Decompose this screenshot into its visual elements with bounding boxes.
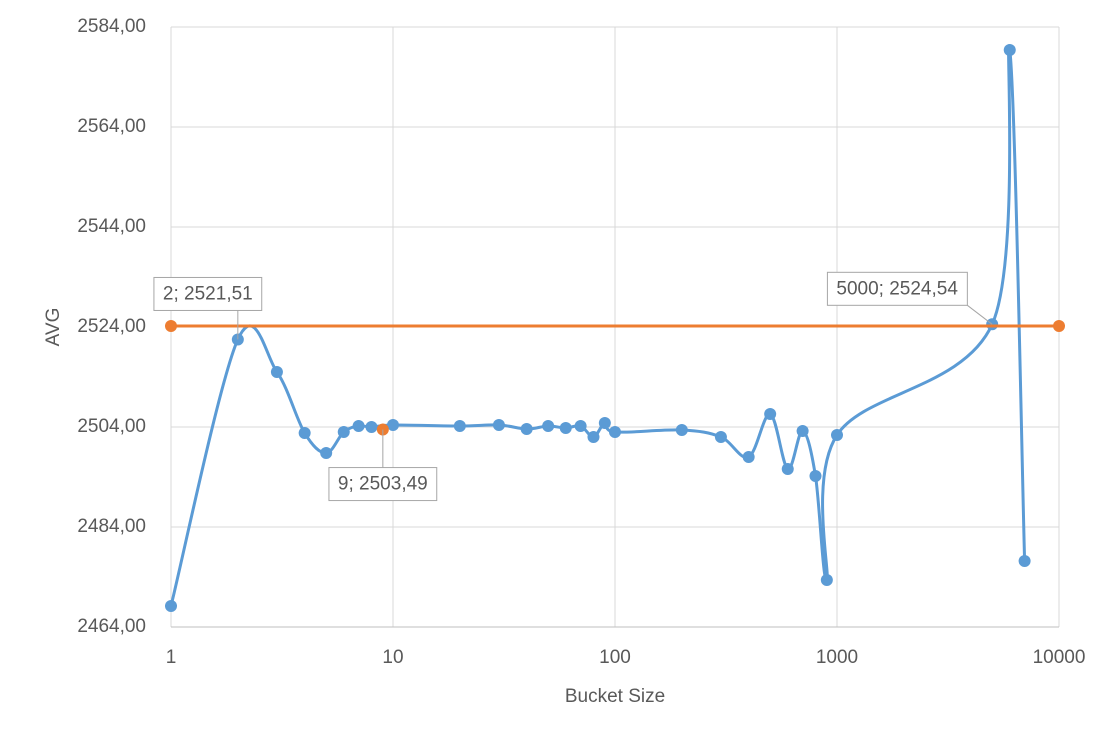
y-tick-label: 2584,00 [77, 16, 146, 37]
data-point [165, 600, 177, 612]
data-point [387, 419, 399, 431]
y-tick-label: 2504,00 [77, 416, 146, 437]
data-point [165, 320, 177, 332]
data-point [270, 366, 283, 378]
data-point [1053, 320, 1065, 332]
data-point [1003, 44, 1016, 56]
data-point [587, 431, 600, 443]
callout-text: 5000; 2524,54 [836, 278, 958, 299]
y-tick-label: 2564,00 [77, 116, 146, 137]
data-point [742, 451, 755, 463]
data-point [352, 420, 365, 432]
y-tick-label: 2464,00 [77, 616, 146, 637]
x-tick-label: 10000 [1033, 647, 1086, 668]
y-tick-label: 2524,00 [77, 316, 146, 337]
data-point [831, 429, 843, 441]
data-point [559, 422, 572, 434]
data-point [365, 421, 378, 433]
y-tick-label: 2484,00 [77, 516, 146, 537]
data-point [574, 420, 587, 432]
callout-box [328, 467, 438, 502]
callout-leader [967, 304, 993, 325]
data-point [492, 419, 505, 431]
callout-box [153, 276, 263, 311]
data-point [320, 447, 333, 459]
data-point [809, 470, 822, 482]
x-tick-label: 100 [599, 647, 631, 668]
data-point [781, 463, 794, 475]
data-point [764, 408, 777, 420]
data-point [820, 574, 833, 586]
data-point [520, 423, 533, 435]
data-point [542, 420, 555, 432]
callout-text: 9; 2503,49 [338, 474, 428, 495]
x-axis-label: Bucket Size [565, 686, 665, 707]
x-tick-label: 1 [166, 647, 177, 668]
data-point [1018, 555, 1031, 567]
data-callout: 5000; 2524,54 [826, 271, 993, 325]
y-axis-label: AVG [43, 308, 64, 347]
y-tick-label: 2544,00 [77, 216, 146, 237]
data-callout: 2; 2521,51 [153, 276, 263, 340]
callout-box [826, 271, 968, 306]
data-point [675, 424, 688, 436]
data-point [598, 417, 611, 429]
data-point [796, 425, 809, 437]
data-point [453, 420, 466, 432]
data-point [609, 426, 621, 438]
data-point [714, 431, 727, 443]
x-tick-label: 1000 [816, 647, 858, 668]
data-point [298, 427, 311, 439]
callout-text: 2; 2521,51 [163, 283, 253, 304]
data-callout: 9; 2503,49 [328, 429, 438, 502]
data-point [337, 426, 350, 438]
x-tick-label: 10 [382, 647, 403, 668]
